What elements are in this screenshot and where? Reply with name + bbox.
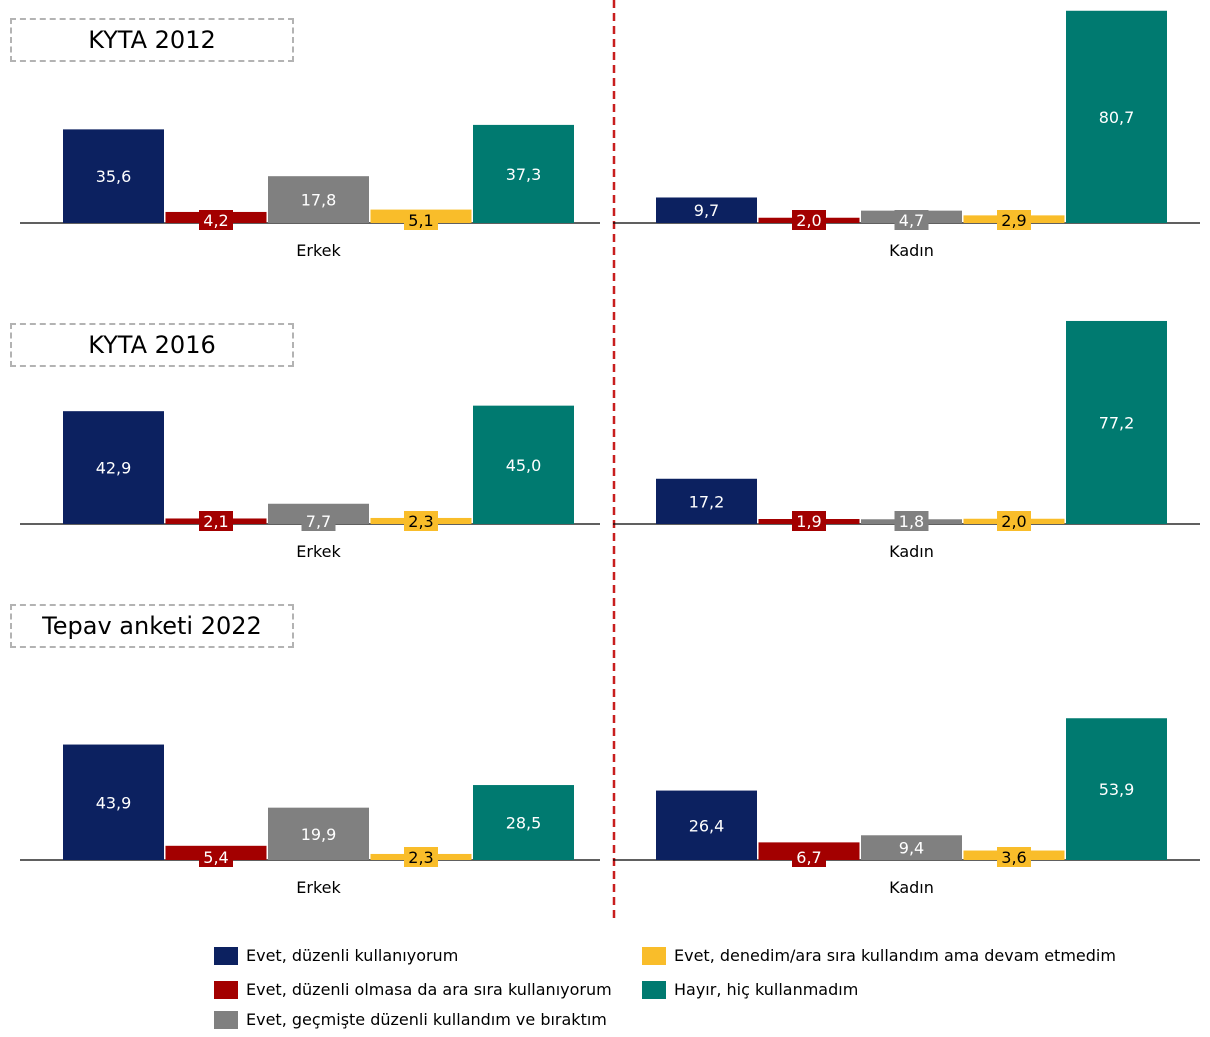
panel-title-text: Tepav anketi 2022	[42, 612, 262, 640]
data-label: 42,9	[96, 459, 132, 478]
data-label: 7,7	[306, 512, 331, 531]
bar-3-kadin-5	[1066, 718, 1167, 860]
data-label: 9,4	[899, 839, 924, 858]
data-label: 77,2	[1099, 413, 1135, 432]
data-label: 37,3	[506, 165, 542, 184]
legend-swatch-5	[642, 980, 666, 999]
data-label-background	[792, 847, 826, 867]
bar-2-kadin-5	[1066, 320, 1167, 524]
data-label-background	[792, 210, 826, 230]
data-label: 19,9	[301, 825, 337, 844]
category-label: Erkek	[296, 542, 341, 561]
data-label-background	[792, 511, 826, 531]
bar-2-erkek-5	[473, 405, 574, 524]
legend-label-3: Evet, geçmişte düzenli kullandım ve bıra…	[246, 1010, 607, 1029]
legend-label-4: Evet, denedim/ara sıra kullandım ama dev…	[674, 946, 1116, 965]
category-label: Kadın	[889, 542, 934, 561]
bar-3-kadin-1	[656, 790, 757, 860]
data-label-background	[199, 847, 233, 867]
category-label: Kadın	[889, 878, 934, 897]
data-label-background	[301, 511, 336, 531]
data-label-background	[997, 847, 1031, 867]
data-label: 2,0	[796, 211, 821, 230]
panel-title-text: KYTA 2016	[88, 331, 216, 359]
data-label: 6,7	[796, 848, 821, 867]
legend-swatch-4	[642, 946, 666, 965]
bar-3-kadin-3	[861, 835, 962, 860]
bar-1-kadin-5	[1066, 10, 1167, 223]
data-label-background	[199, 210, 233, 230]
data-label-background	[894, 210, 929, 230]
data-label-background	[404, 511, 438, 531]
data-label: 2,9	[1001, 211, 1026, 230]
bar-2-erkek-1	[63, 411, 164, 524]
data-label: 1,9	[796, 512, 821, 531]
data-label: 2,0	[1001, 512, 1026, 531]
bar-1-erkek-5	[473, 124, 574, 223]
panel-title-kyta-2012: KYTA 2012	[10, 18, 294, 62]
data-label: 17,2	[689, 492, 725, 511]
bar-1-kadin-1	[656, 197, 757, 223]
legend-swatch-1	[214, 946, 238, 965]
data-label: 4,2	[203, 211, 228, 230]
panel-title-text: KYTA 2012	[88, 26, 216, 54]
legend-item-2: Evet, düzenli olmasa da ara sıra kullanı…	[214, 980, 612, 999]
data-label: 35,6	[96, 167, 132, 186]
data-label-background	[997, 511, 1031, 531]
data-label-background	[997, 210, 1031, 230]
bar-3-erkek-5	[473, 785, 574, 860]
data-label-background	[404, 847, 438, 867]
data-label: 4,7	[899, 211, 924, 230]
data-label-background	[404, 210, 438, 230]
data-label: 9,7	[694, 201, 719, 220]
data-label: 43,9	[96, 793, 132, 812]
bar-1-erkek-1	[63, 129, 164, 223]
bar-3-erkek-3	[268, 807, 369, 860]
data-label-background	[894, 511, 929, 531]
legend-item-5: Hayır, hiç kullanmadım	[642, 980, 858, 999]
legend-item-3: Evet, geçmişte düzenli kullandım ve bıra…	[214, 1010, 607, 1029]
bar-3-erkek-1	[63, 744, 164, 860]
legend-swatch-3	[214, 1010, 238, 1029]
data-label: 2,3	[408, 512, 433, 531]
data-label: 2,1	[203, 512, 228, 531]
panel-title-tepav-2022: Tepav anketi 2022	[10, 604, 294, 648]
data-label: 26,4	[689, 816, 725, 835]
data-label: 80,7	[1099, 108, 1135, 127]
legend-label-5: Hayır, hiç kullanmadım	[674, 980, 859, 999]
data-label: 5,1	[408, 211, 433, 230]
legend-label-1: Evet, düzenli kullanıyorum	[246, 946, 459, 965]
data-label-background	[199, 511, 233, 531]
data-label: 45,0	[506, 456, 542, 475]
category-label: Erkek	[296, 241, 341, 260]
panel-title-kyta-2016: KYTA 2016	[10, 323, 294, 367]
data-label: 3,6	[1001, 848, 1026, 867]
data-label: 2,3	[408, 848, 433, 867]
data-label: 5,4	[203, 848, 228, 867]
data-label: 28,5	[506, 814, 542, 833]
data-label: 17,8	[301, 191, 337, 210]
legend-swatch-2	[214, 980, 238, 999]
legend-item-1: Evet, düzenli kullanıyorum	[214, 946, 458, 965]
legend-item-4: Evet, denedim/ara sıra kullandım ama dev…	[642, 946, 1116, 965]
legend-label-2: Evet, düzenli olmasa da ara sıra kullanı…	[246, 980, 612, 999]
data-label: 1,8	[899, 512, 924, 531]
bar-2-kadin-1	[656, 478, 757, 524]
bar-1-erkek-3	[268, 176, 369, 223]
category-label: Kadın	[889, 241, 934, 260]
data-label: 53,9	[1099, 780, 1135, 799]
category-label: Erkek	[296, 878, 341, 897]
